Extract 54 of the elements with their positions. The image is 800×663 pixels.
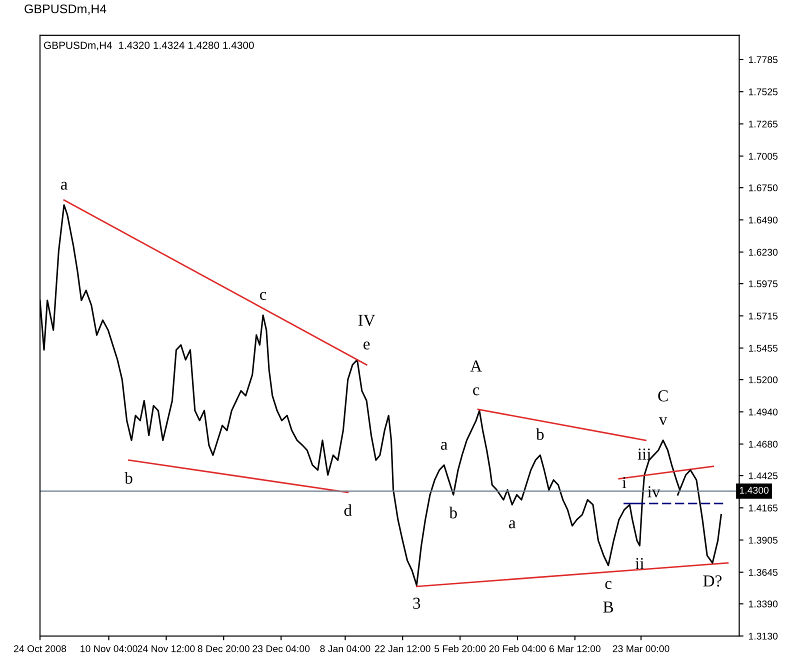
- annotation: B: [603, 602, 614, 613]
- x-tick-label: 22 Jan 12:00: [375, 645, 430, 652]
- y-tick-label: 1.6490: [748, 216, 778, 224]
- y-tick-label: 1.3905: [748, 536, 778, 544]
- x-tick-label: 24 Oct 2008: [14, 645, 66, 652]
- annotation: b: [449, 506, 457, 518]
- x-tick-label: 8 Dec 20:00: [198, 645, 250, 652]
- annotation: a: [509, 520, 516, 528]
- annotation: b: [124, 472, 132, 484]
- y-tick-label: 1.3390: [748, 600, 778, 608]
- y-tick-label: 1.4940: [748, 408, 778, 416]
- y-tick-label: 1.6750: [748, 184, 778, 192]
- y-tick-label: 1.3130: [748, 632, 778, 640]
- y-tick-label: 1.4165: [748, 504, 778, 512]
- annotation: c: [260, 292, 266, 300]
- annotation: iii: [638, 448, 651, 460]
- x-tick-label: 20 Feb 04:00: [489, 645, 546, 652]
- annotation: a: [60, 182, 68, 190]
- annotation: D?: [703, 575, 722, 587]
- text: GBPUSDm,H4 1.4320 1.4324 1.4280 1.4300: [44, 42, 254, 50]
- ref-line-label: 1.4300: [740, 486, 769, 494]
- annotation: i: [622, 477, 626, 488]
- annotation: IV: [358, 314, 376, 326]
- y-tick-label: 1.5200: [748, 376, 778, 384]
- annotation: a: [440, 442, 448, 450]
- y-tick-label: 1.5975: [748, 280, 778, 288]
- y-tick-label: 1.6230: [748, 248, 778, 256]
- annotation: c: [473, 387, 480, 396]
- annotation: C: [658, 390, 668, 402]
- annotation: v: [658, 417, 668, 426]
- x-tick-label: 24 Nov 12:00: [138, 645, 195, 652]
- chart-title: GBPUSDm,H4: [24, 4, 106, 15]
- y-tick-label: 1.5715: [748, 312, 778, 320]
- y-tick-label: 1.7005: [748, 152, 778, 160]
- annotation: 3: [413, 598, 420, 609]
- x-tick-label: 10 Nov 04:00: [80, 645, 138, 652]
- x-tick-label: 23 Dec 04:00: [252, 645, 310, 652]
- x-tick-label: 5 Feb 20:00: [434, 645, 486, 652]
- y-tick-label: 1.7525: [748, 88, 778, 96]
- annotation: e: [364, 341, 370, 350]
- annotation: d: [344, 504, 352, 516]
- x-tick-label: 6 Mar 12:00: [549, 645, 600, 652]
- annotation: ii: [635, 558, 644, 570]
- y-tick-label: 1.7785: [748, 56, 778, 64]
- annotation: b: [536, 428, 544, 440]
- y-tick-label: 1.5455: [748, 344, 778, 352]
- annotation: c: [605, 581, 612, 590]
- y-tick-label: 1.4680: [748, 440, 778, 448]
- x-tick-label: 23 Mar 00:00: [612, 645, 670, 652]
- y-tick-label: 1.4425: [748, 472, 778, 480]
- annotation: A: [470, 360, 482, 372]
- x-tick-label: 8 Jan 04:00: [320, 645, 370, 652]
- y-tick-label: 1.7265: [748, 120, 778, 128]
- y-tick-label: 1.3645: [748, 568, 778, 576]
